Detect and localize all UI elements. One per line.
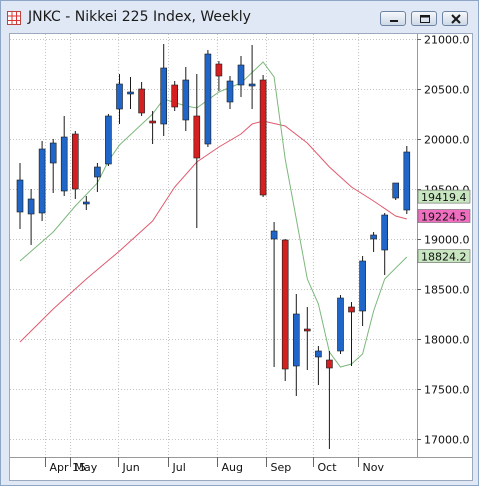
price-axis: 17000.017500.018000.018500.019000.019500…	[417, 34, 470, 457]
y-tick-label: 21000.0	[424, 34, 470, 47]
candle-down	[348, 306, 355, 313]
x-tick-label: May	[75, 461, 98, 474]
maximize-button[interactable]	[411, 11, 437, 26]
x-tick-label: Aug	[222, 461, 243, 474]
y-tick-label: 17500.0	[424, 384, 470, 397]
candle-up	[270, 230, 278, 240]
candle-up	[392, 182, 400, 199]
x-tick-label: Apr 15	[50, 461, 87, 474]
y-tick-label: 18000.0	[424, 334, 470, 347]
y-tick-label: 20000.0	[424, 134, 470, 147]
window-title: JNKC - Nikkei 225 Index, Weekly	[28, 9, 251, 25]
candle-up	[292, 313, 300, 367]
maximize-icon	[420, 15, 430, 23]
candle-up	[16, 179, 24, 213]
candle-up	[315, 350, 322, 358]
candle-up	[248, 83, 256, 87]
candle-down	[149, 120, 156, 124]
price-label-text: 18824.2	[421, 251, 467, 264]
candle-up	[83, 201, 90, 205]
grid-lines	[10, 34, 417, 457]
candle-down	[281, 239, 289, 370]
candle-up	[49, 142, 57, 164]
moving-average-short-line	[19, 61, 408, 368]
candle-down	[193, 115, 201, 159]
x-tick-label: Jun	[122, 461, 140, 474]
candle-down	[171, 84, 178, 108]
candle-up	[182, 79, 190, 121]
candles	[16, 44, 411, 449]
candle-up	[60, 136, 68, 192]
candle-down	[303, 328, 311, 332]
y-tick-label: 17000.0	[424, 434, 470, 447]
candle-down	[138, 88, 145, 114]
x-tick-label: Oct	[318, 461, 338, 474]
minimize-button[interactable]	[380, 11, 406, 26]
candle-up	[359, 260, 366, 312]
candle-up	[403, 151, 411, 211]
candle-down	[215, 63, 223, 77]
close-button[interactable]	[442, 11, 468, 26]
chart-grid-icon[interactable]	[7, 10, 21, 25]
price-label-box	[417, 189, 471, 204]
moving-average-long	[19, 120, 407, 343]
close-icon	[451, 14, 461, 24]
candle-up	[204, 53, 212, 145]
price-label-box	[417, 209, 471, 223]
candle-up	[226, 80, 234, 103]
price-labels: 19419.4 19224.5 18824.2	[417, 189, 471, 264]
candle-down	[326, 359, 333, 369]
candle-up	[370, 234, 377, 240]
moving-average-short	[19, 61, 408, 368]
candle-up	[94, 166, 101, 178]
candle-up	[105, 115, 112, 165]
candle-up	[27, 198, 35, 215]
candle-up	[337, 297, 344, 352]
candle-up	[237, 64, 245, 86]
candle-down	[259, 79, 267, 196]
candle-up	[116, 83, 123, 110]
chart-panel[interactable]: 17000.017500.018000.018500.019000.019500…	[9, 33, 473, 481]
candle-up	[127, 91, 134, 95]
title-bar[interactable]: JNKC - Nikkei 225 Index, Weekly	[1, 1, 478, 33]
candle-up	[381, 214, 389, 251]
price-label-text: 19224.5	[421, 211, 467, 224]
minimize-icon	[390, 20, 398, 22]
moving-average-long-line	[19, 120, 407, 343]
y-tick-label: 19000.0	[424, 234, 470, 247]
candlestick-chart[interactable]: 17000.017500.018000.018500.019000.019500…	[10, 34, 472, 480]
y-tick-label: 20500.0	[424, 84, 470, 97]
candle-up	[38, 148, 46, 214]
candle-down	[71, 133, 79, 190]
price-label-text: 19419.4	[421, 191, 467, 204]
y-tick-label: 18500.0	[424, 284, 470, 297]
candle-up	[160, 67, 167, 125]
x-tick-label: Nov	[363, 461, 385, 474]
price-label-box	[417, 249, 471, 263]
x-tick-label: Sep	[271, 461, 292, 474]
x-tick-label: Jul	[172, 461, 186, 474]
